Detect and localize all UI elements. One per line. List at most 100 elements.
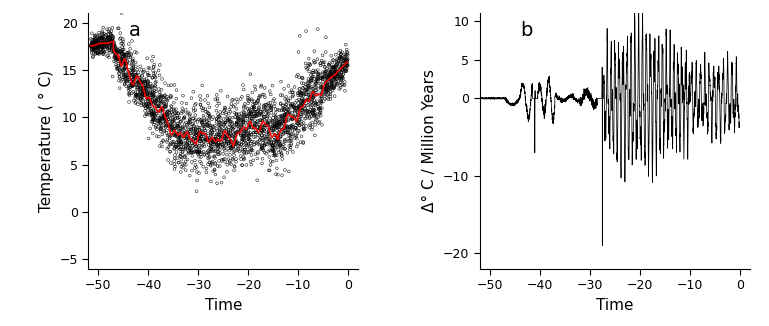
Point [296, 108, 308, 113]
Point [136, 88, 148, 94]
Point [199, 136, 211, 141]
Point [300, 88, 312, 93]
Point [326, 64, 338, 69]
Point [121, 75, 133, 80]
Point [181, 101, 193, 106]
Point [156, 144, 168, 149]
Point [261, 122, 274, 127]
Point [217, 133, 229, 138]
Point [239, 130, 251, 135]
Point [276, 129, 288, 135]
Point [305, 78, 317, 83]
Point [313, 121, 325, 126]
Point [295, 134, 308, 139]
Point [175, 169, 187, 174]
Point [222, 131, 235, 136]
Point [105, 41, 117, 46]
Point [322, 74, 335, 79]
Point [326, 65, 338, 70]
Point [305, 90, 318, 95]
Point [135, 79, 148, 84]
Point [108, 44, 121, 49]
Point [312, 77, 325, 82]
Point [107, 36, 119, 41]
Point [315, 100, 328, 105]
Point [215, 135, 227, 140]
Point [281, 98, 294, 103]
Point [188, 134, 201, 140]
Point [97, 47, 109, 52]
Point [97, 41, 109, 46]
Point [194, 139, 206, 144]
Point [304, 91, 316, 96]
Point [313, 119, 325, 124]
Point [226, 126, 238, 131]
Point [335, 59, 347, 64]
Point [255, 136, 267, 141]
Point [141, 83, 154, 89]
Point [262, 136, 275, 141]
Point [225, 126, 238, 131]
Point [177, 134, 189, 139]
Point [271, 121, 283, 126]
Point [98, 43, 111, 48]
Point [242, 136, 255, 141]
Point [88, 45, 101, 50]
Point [187, 137, 199, 142]
Point [101, 53, 113, 59]
Point [127, 83, 139, 88]
Point [312, 115, 325, 120]
Point [225, 139, 238, 144]
Point [175, 146, 187, 152]
Point [330, 69, 342, 74]
Point [218, 146, 230, 151]
Point [225, 138, 237, 143]
Point [189, 108, 201, 113]
Point [136, 74, 148, 79]
Point [321, 74, 334, 79]
Point [202, 133, 215, 138]
Point [238, 135, 250, 140]
Point [291, 109, 304, 114]
Point [191, 149, 204, 155]
Point [184, 113, 196, 118]
Point [259, 125, 271, 130]
Point [329, 75, 341, 80]
Point [85, 42, 98, 47]
Point [182, 143, 195, 148]
Point [113, 49, 125, 54]
Point [88, 46, 101, 51]
Point [125, 91, 138, 96]
Point [331, 81, 343, 86]
Point [328, 67, 340, 72]
Point [329, 69, 341, 74]
Point [161, 137, 174, 142]
Point [157, 100, 169, 105]
Point [248, 135, 260, 140]
Point [228, 149, 241, 154]
Point [319, 88, 331, 93]
Point [141, 72, 154, 77]
Point [241, 140, 254, 145]
Point [233, 141, 245, 146]
Point [305, 99, 318, 105]
Point [286, 131, 298, 137]
Point [122, 69, 134, 75]
Point [314, 106, 326, 111]
Point [230, 133, 242, 138]
Point [326, 78, 338, 83]
Point [195, 120, 208, 125]
Point [305, 99, 318, 104]
Point [155, 101, 167, 106]
Point [91, 51, 103, 56]
Point [285, 103, 297, 108]
Point [300, 91, 312, 96]
Point [187, 124, 199, 129]
Point [180, 162, 192, 168]
Point [89, 41, 102, 46]
Point [97, 36, 109, 41]
Point [102, 29, 115, 34]
Point [295, 93, 307, 98]
Point [111, 47, 123, 52]
Point [175, 139, 187, 144]
